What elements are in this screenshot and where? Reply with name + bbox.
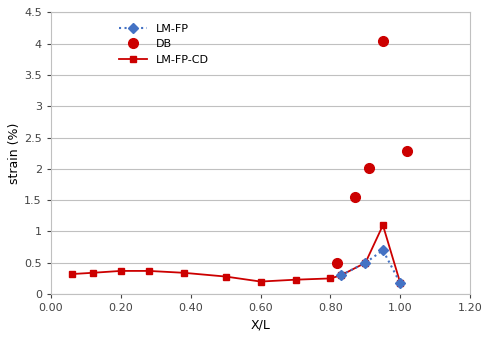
LM-FP-CD <box>118 269 124 273</box>
LM-FP <box>362 261 368 265</box>
LM-FP <box>397 282 403 286</box>
DB <box>334 261 340 266</box>
LM-FP <box>338 273 344 277</box>
LM-FP-CD <box>380 223 386 227</box>
LM-FP-CD <box>146 269 152 273</box>
Line: LM-FP: LM-FP <box>337 247 404 287</box>
DB <box>366 166 372 170</box>
Y-axis label: strain (%): strain (%) <box>8 122 21 184</box>
DB <box>405 149 410 153</box>
LM-FP-CD <box>397 282 403 286</box>
LM-FP-CD <box>293 278 299 282</box>
Line: LM-FP-CD: LM-FP-CD <box>69 222 403 286</box>
X-axis label: X/L: X/L <box>250 319 271 332</box>
LM-FP-CD <box>362 261 368 265</box>
DB <box>352 195 358 199</box>
LM-FP-CD <box>258 279 264 284</box>
Legend: LM-FP, DB, LM-FP-CD: LM-FP, DB, LM-FP-CD <box>119 23 209 65</box>
LM-FP-CD <box>90 271 96 275</box>
LM-FP-CD <box>327 276 333 280</box>
LM-FP <box>380 248 386 252</box>
LM-FP-CD <box>181 271 187 275</box>
Line: DB: DB <box>332 36 412 268</box>
LM-FP-CD <box>69 272 75 276</box>
DB <box>380 38 386 42</box>
LM-FP-CD <box>338 273 344 277</box>
LM-FP-CD <box>223 274 229 278</box>
